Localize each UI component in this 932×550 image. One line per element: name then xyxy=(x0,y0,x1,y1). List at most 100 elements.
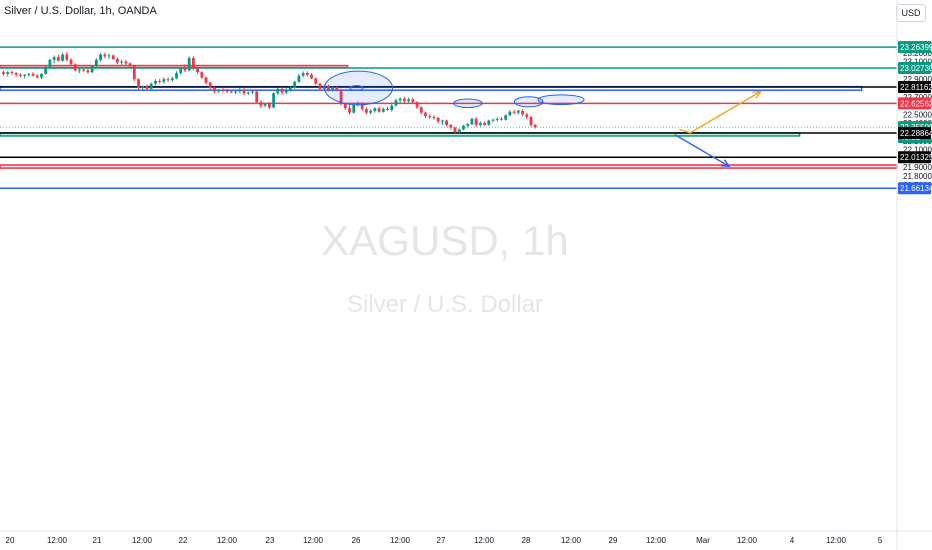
candle-body xyxy=(440,120,444,122)
time-axis[interactable]: 20 12:00 21 12:00 22 12:00 23 12:00 26 12:00 27 12:… xyxy=(0,530,932,545)
candle-body xyxy=(73,64,77,71)
candle-body xyxy=(356,102,360,105)
candle-body xyxy=(297,75,301,82)
candle-body xyxy=(52,57,56,60)
time-tick-label: 12:00 xyxy=(217,536,238,545)
candle-body xyxy=(120,61,124,63)
zone-rect xyxy=(0,164,898,169)
candle-body xyxy=(18,74,22,76)
candle-body xyxy=(445,120,448,125)
candle-body xyxy=(225,90,229,92)
price-tick-label: 21.80000 xyxy=(903,172,932,181)
candle-body xyxy=(293,81,297,88)
candle-body xyxy=(398,98,402,101)
candle-body xyxy=(132,66,136,80)
candle-body xyxy=(175,73,178,79)
candle-body xyxy=(483,123,486,125)
candle-body xyxy=(251,91,254,93)
candle-body xyxy=(124,61,128,64)
level-layer xyxy=(0,46,897,189)
candle-body xyxy=(82,69,86,71)
candle-body xyxy=(373,108,377,111)
candle-body xyxy=(234,91,237,93)
projection-up-arrow xyxy=(679,90,761,134)
candle-body xyxy=(103,54,107,57)
candle-body xyxy=(162,79,166,82)
time-tick-label: 12:00 xyxy=(561,536,582,545)
candle-body xyxy=(436,117,440,122)
candle-body xyxy=(221,89,225,91)
candle-body xyxy=(111,55,115,59)
price-tick-label: 23.20000 xyxy=(903,49,932,58)
time-tick-label: 12:00 xyxy=(47,536,68,545)
candle-body xyxy=(428,116,432,118)
candle-body xyxy=(192,58,195,69)
projection-down-arrow xyxy=(674,134,730,167)
price-tick-label: 22.70000 xyxy=(903,93,932,102)
candle-body xyxy=(386,109,389,111)
price-tick-label: 21.90000 xyxy=(903,163,932,172)
candle-body xyxy=(6,72,10,74)
candle-body xyxy=(289,88,292,90)
candle-body xyxy=(183,67,187,71)
candle-body xyxy=(154,80,157,84)
candle-body xyxy=(369,110,373,113)
time-tick-label: 23 xyxy=(266,536,275,545)
time-tick-label: 26 xyxy=(352,536,361,545)
candle-body xyxy=(263,103,267,106)
candle-body xyxy=(348,108,351,113)
time-tick-label: 12:00 xyxy=(390,536,411,545)
candle-body xyxy=(453,127,457,132)
pattern-ellipse xyxy=(349,85,364,91)
time-tick-label: 21 xyxy=(93,536,102,545)
candle-body xyxy=(487,120,491,125)
candle-body xyxy=(533,124,537,128)
candle-body xyxy=(331,87,335,90)
candle-body xyxy=(208,82,212,88)
candle-body xyxy=(78,69,81,71)
pattern-ellipse xyxy=(453,98,483,108)
pattern-ellipse xyxy=(537,94,585,106)
time-tick-label: Mar xyxy=(696,536,710,545)
candle-body xyxy=(365,109,368,113)
candle-body xyxy=(327,86,330,90)
candle-body xyxy=(381,109,385,112)
price-tag-label: 22.62562 xyxy=(900,99,932,108)
price-tag xyxy=(898,80,931,93)
candle-body xyxy=(360,102,364,110)
candle-body xyxy=(65,54,69,60)
candle-body xyxy=(229,91,233,93)
candle-body xyxy=(508,111,512,116)
candle-body xyxy=(272,93,275,108)
candle-body xyxy=(94,59,98,66)
price-tick-label: 22.90000 xyxy=(903,75,932,84)
price-tag xyxy=(898,151,931,164)
candle-body xyxy=(137,79,140,88)
candle-body xyxy=(259,102,263,106)
price-tag xyxy=(898,97,931,110)
candle-body xyxy=(462,125,465,130)
candle-body xyxy=(495,118,499,120)
candle-body xyxy=(301,73,305,76)
candle-body xyxy=(149,83,153,89)
price-tag-label: 23.26399 xyxy=(900,43,932,52)
candle-body xyxy=(318,83,322,89)
candle-body xyxy=(432,117,436,119)
candle-body xyxy=(200,72,204,78)
candle-body xyxy=(390,105,394,110)
candle-body xyxy=(310,74,313,79)
chart-title: Silver / U.S. Dollar, 1h, OANDA xyxy=(4,5,157,17)
candle-body xyxy=(352,104,356,113)
candle-body xyxy=(69,59,73,65)
candle-body xyxy=(187,58,191,71)
candle-body xyxy=(158,80,162,82)
drawing-layer xyxy=(323,70,762,168)
candle-body xyxy=(284,89,288,93)
candle-body xyxy=(521,110,524,115)
candle-body xyxy=(166,79,170,81)
candle-body xyxy=(238,89,242,92)
pattern-ellipse xyxy=(323,70,394,106)
time-tick-label: 5 xyxy=(878,536,883,545)
candle-body xyxy=(170,78,174,81)
